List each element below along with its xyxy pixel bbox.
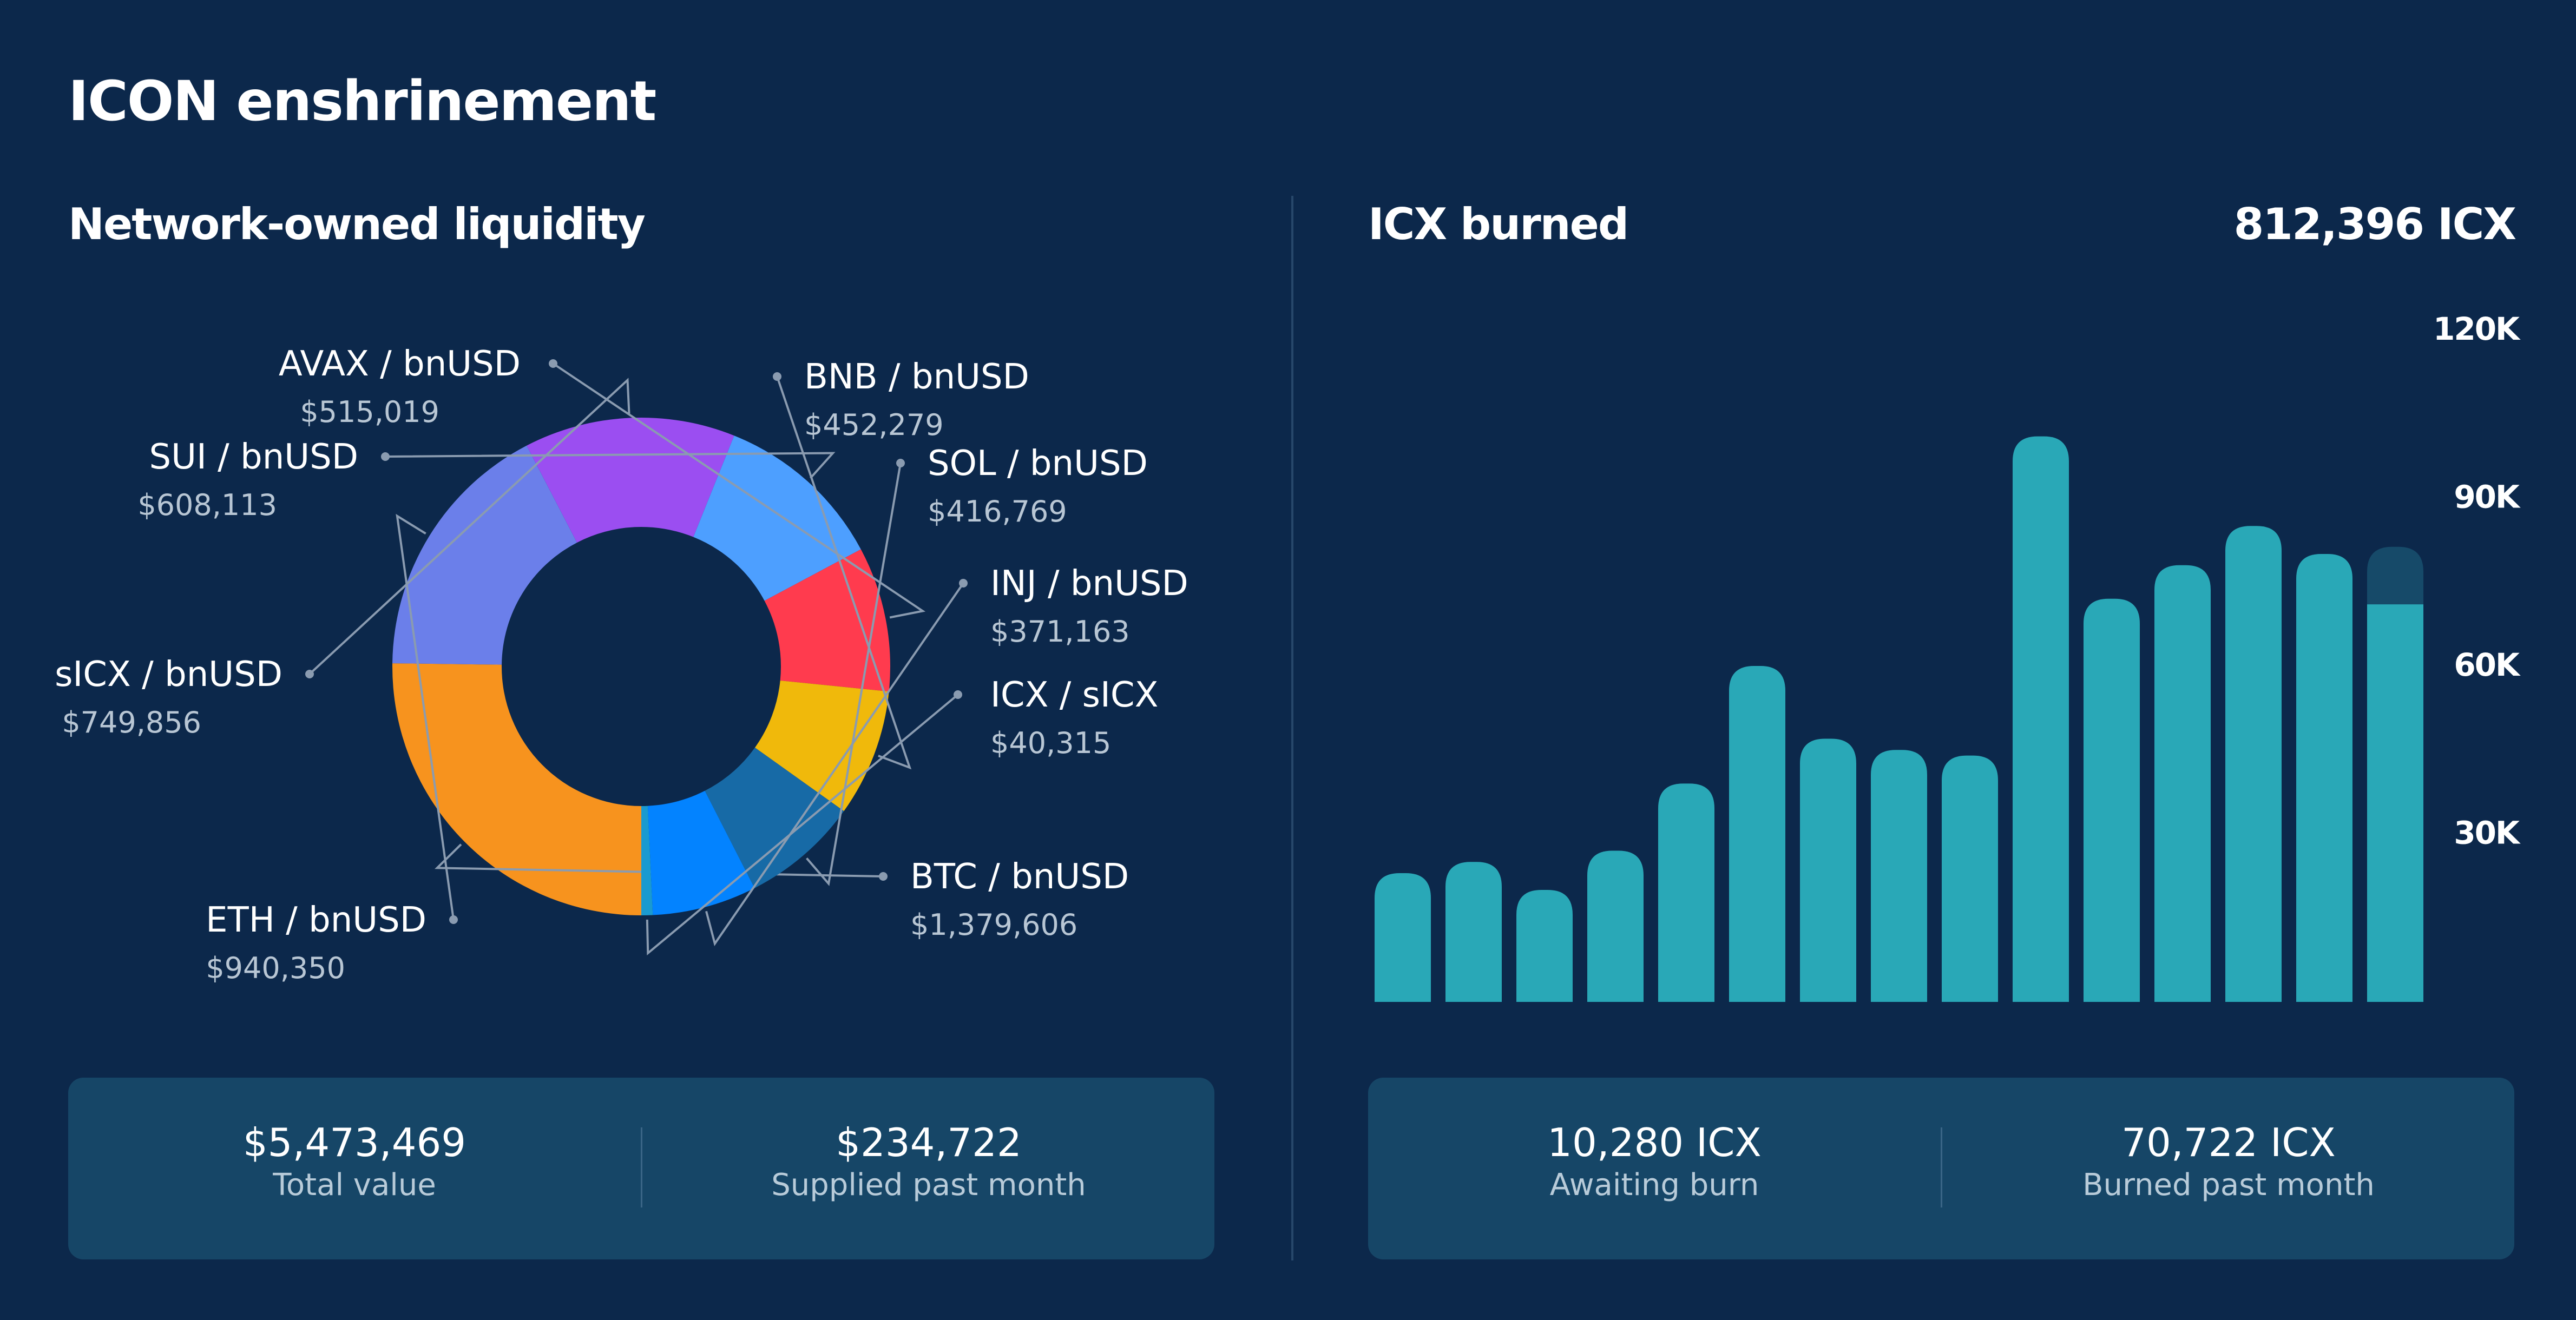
slice-inj-bnusd [647,790,755,915]
supplied-past-month-value: $234,722 [836,1120,1022,1165]
bar-4 [1587,850,1644,1002]
total-value-stat: $5,473,469 Total value [68,1120,641,1203]
bar-9 [1942,755,1998,1002]
leader-dot-sol-bnusd [896,459,905,467]
bar-8 [1871,750,1927,1002]
burn-section-title: ICX burned [1368,199,1629,249]
bar-3 [1516,890,1573,1002]
slice-label-inj-bnusd: INJ / bnUSD [990,564,1188,604]
slice-value-sicx-bnusd: $749,856 [62,705,201,740]
bar-10 [2013,436,2069,1002]
bar-14 [2296,554,2352,1002]
leader-dot-bnb-bnusd [773,372,781,381]
bar-1 [1375,873,1431,1002]
leader-dot-icx-sicx [954,690,962,699]
burned-past-month-stat: 70,722 ICX Burned past month [1943,1120,2514,1203]
slice-label-sol-bnusd: SOL / bnUSD [928,444,1148,484]
slice-sui-bnusd [693,435,861,601]
leader-dot-btc-bnusd [879,872,888,881]
y-tick-60k: 60K [2454,646,2521,683]
slice-label-btc-bnusd: BTC / bnUSD [910,857,1129,897]
leader-line-sol-bnusd [806,463,902,886]
stat-divider [641,1127,642,1207]
slice-btc-bnusd [392,663,641,915]
slice-icx-sicx [641,806,653,915]
leader-line-sicx-bnusd [308,378,630,675]
slice-value-sui-bnusd: $608,113 [137,488,277,522]
slice-value-avax-bnusd: $515,019 [300,395,439,429]
page-title: ICON enshrinement [68,69,656,134]
awaiting-burn-label: Awaiting burn [1549,1167,1759,1203]
slice-eth-bnusd [392,445,577,665]
slice-label-sui-bnusd: SUI / bnUSD [149,437,358,477]
leader-dot-sicx-bnusd [305,670,314,678]
slice-bnb-bnusd [754,680,889,811]
slice-label-bnb-bnusd: BNB / bnUSD [804,357,1029,397]
burn-stats-panel: 10,280 ICX Awaiting burn 70,722 ICX Burn… [1368,1078,2514,1259]
section-divider [1291,196,1293,1260]
leader-dot-avax-bnusd [549,359,557,368]
burned-past-month-value: 70,722 ICX [2121,1120,2336,1165]
bar-11 [2084,598,2140,1002]
awaiting-burn-stat: 10,280 ICX Awaiting burn [1368,1120,1941,1203]
total-value: $5,473,469 [242,1120,466,1165]
bar-2 [1445,862,1502,1002]
awaiting-burn-value: 10,280 ICX [1547,1120,1762,1165]
leader-line-avax-bnusd [552,362,926,619]
liquidity-stats-panel: $5,473,469 Total value $234,722 Supplied… [68,1078,1214,1259]
leader-dot-eth-bnusd [449,915,458,924]
slice-value-sol-bnusd: $416,769 [928,494,1067,529]
slice-value-inj-bnusd: $371,163 [990,615,1130,649]
slice-label-avax-bnusd: AVAX / bnUSD [279,344,521,384]
total-value-label: Total value [273,1167,436,1203]
slice-value-icx-sicx: $40,315 [990,726,1111,760]
burn-total: 812,396 ICX [2233,199,2516,249]
leader-dot-sui-bnusd [381,452,390,461]
leader-line-inj-bnusd [705,582,964,946]
slice-sol-bnusd [705,747,844,888]
bar-7 [1800,738,1856,1002]
leader-dot-inj-bnusd [959,579,968,588]
liquidity-donut-chart: BTC / bnUSD $1,379,606 ETH / bnUSD $940,350… [55,344,1188,985]
bar-6 [1729,666,1785,1002]
liquidity-section-title: Network-owned liquidity [68,199,646,249]
slice-avax-bnusd [764,549,890,692]
bar-burned [2367,604,2423,1002]
slice-label-eth-bnusd: ETH / bnUSD [206,900,426,940]
leader-line-sui-bnusd [385,452,836,479]
y-tick-30k: 30K [2454,815,2521,852]
bar-5 [1658,783,1714,1002]
slice-label-sicx-bnusd: sICX / bnUSD [55,655,282,695]
bar-13 [2225,526,2282,1002]
y-tick-90k: 90K [2454,479,2521,516]
leader-line-bnb-bnusd [776,376,912,770]
slice-value-btc-bnusd: $1,379,606 [910,908,1077,942]
burned-past-month-label: Burned past month [2082,1167,2375,1203]
burn-bar-chart: 30K 60K 90K 120K [1375,311,2522,1002]
leader-line-eth-bnusd [396,513,455,920]
leader-line-icx-sicx [646,694,959,956]
stat-divider [1941,1127,1942,1207]
supplied-past-month-stat: $234,722 Supplied past month [643,1120,1214,1203]
slice-value-eth-bnusd: $940,350 [206,951,345,985]
slice-label-icx-sicx: ICX / sICX [990,675,1158,715]
bar-12 [2154,565,2211,1002]
slice-value-bnb-bnusd: $452,279 [804,408,944,442]
y-tick-120k: 120K [2433,311,2521,347]
supplied-past-month-label: Supplied past month [771,1167,1086,1203]
